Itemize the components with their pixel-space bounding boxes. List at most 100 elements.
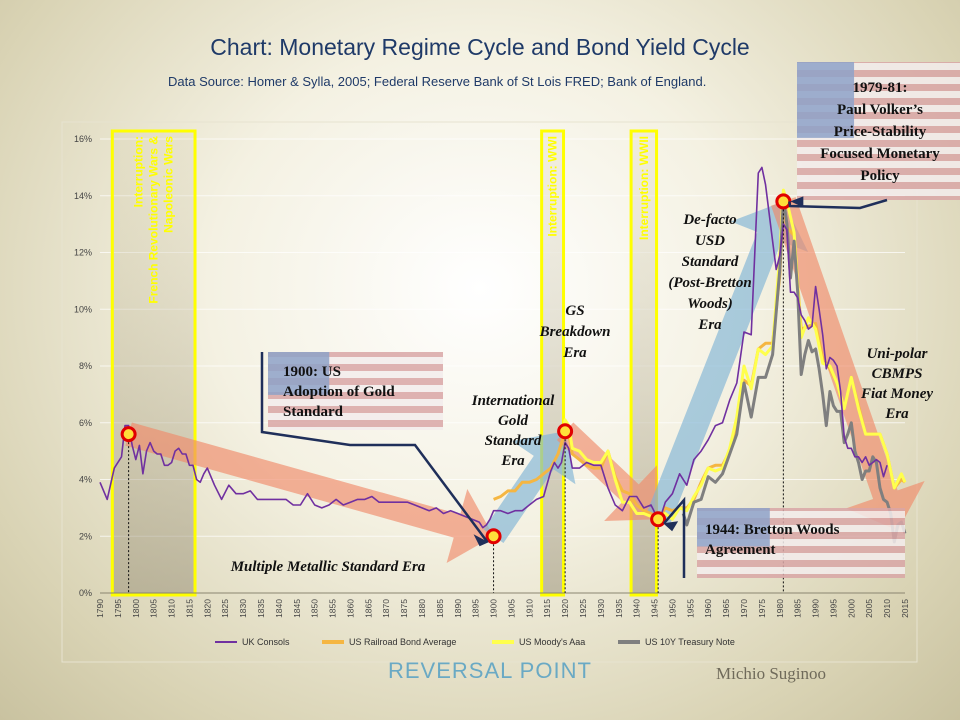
x-tick-label: 1990	[811, 599, 821, 618]
series-line	[99, 166, 888, 529]
box-1900-gold-standard	[268, 352, 443, 430]
x-tick-label: 1845	[292, 599, 302, 618]
era-label-gs-breakdown: Era	[562, 345, 587, 361]
era-label-intl-gold: Gold	[498, 413, 529, 429]
box-volker-text: Price-Stability	[834, 124, 927, 140]
callout-arrowhead	[790, 196, 804, 208]
x-tick-label: 1910	[524, 599, 534, 618]
era-label-gs-breakdown: Breakdown	[539, 324, 611, 340]
legend: UK Consols US Railroad Bond Average US Moo…	[215, 637, 735, 647]
arrow-decline-fiat-era	[771, 197, 925, 531]
x-tick-label: 1795	[113, 599, 123, 618]
box-volker-text: 1979-81:	[853, 80, 908, 96]
x-tick-label: 1830	[238, 599, 248, 618]
x-tick-label: 2015	[900, 599, 910, 618]
axes: 0% 2% 4% 6% 8% 10% 12% 14% 16% 1790 1795 1800 1805 18…	[74, 134, 910, 618]
reversal-markers	[120, 193, 792, 593]
reversal-point-marker	[775, 193, 792, 210]
x-tick-label: 1840	[274, 599, 284, 618]
x-tick-label: 1930	[596, 599, 606, 618]
flag-canton	[697, 508, 770, 547]
era-label-defacto-usd: (Post-Bretton	[668, 275, 751, 291]
chart-subtitle: Data Source: Homer & Sylla, 2005; Federa…	[168, 74, 707, 89]
interruption-label: French Revolutionary Wars &	[147, 136, 161, 304]
x-tick-label: 1900	[489, 599, 499, 618]
x-tick-label: 1825	[220, 599, 230, 618]
arrow-decline-metallic-era	[125, 422, 494, 563]
x-tick-label: 1980	[775, 599, 785, 618]
x-tick-label: 1820	[202, 599, 212, 618]
y-tick-label: 12%	[74, 248, 92, 258]
era-label-unipolar: CBMPS	[872, 366, 923, 382]
era-label-defacto-usd: USD	[695, 233, 725, 249]
x-tick-label: 2005	[864, 599, 874, 618]
interruption-band	[110, 129, 197, 597]
y-tick-label: 14%	[74, 191, 92, 201]
y-tick-label: 10%	[74, 304, 92, 314]
box-1944-text: Agreement	[705, 542, 776, 558]
x-tick-label: 1895	[471, 599, 481, 618]
era-label-defacto-usd: Woods)	[687, 296, 733, 312]
callout-arrowhead	[473, 534, 489, 547]
legend-label: US Railroad Bond Average	[349, 637, 456, 647]
y-tick-label: 4%	[79, 475, 92, 485]
y-tick-label: 16%	[74, 134, 92, 144]
x-tick-label: 1935	[614, 599, 624, 618]
x-tick-label: 1950	[667, 599, 677, 618]
x-tick-label: 1995	[828, 599, 838, 618]
x-tick-label: 1855	[328, 599, 338, 618]
x-tick-label: 1905	[506, 599, 516, 618]
interruption-label: Interruption:	[132, 136, 146, 207]
box-volker-text: Policy	[860, 168, 900, 184]
era-label-defacto-usd: Standard	[682, 254, 739, 270]
x-tick-label: 1925	[578, 599, 588, 618]
era-label-gs-breakdown: GS	[565, 303, 584, 319]
era-label-intl-gold: International	[471, 393, 555, 409]
flag-canton	[268, 352, 330, 395]
series-line	[560, 188, 907, 524]
arrow-rise-usd-era	[646, 201, 809, 524]
legend-label: US Moody's Aaa	[519, 637, 585, 647]
x-tick-label: 1975	[757, 599, 767, 618]
callout-volker	[788, 198, 888, 210]
x-tick-label: 1955	[685, 599, 695, 618]
box-volker-text: Focused Monetary	[820, 146, 940, 162]
x-tick-label: 1815	[184, 599, 194, 618]
era-label-unipolar: Era	[884, 406, 909, 422]
reversal-point-marker	[485, 528, 502, 545]
x-tick-label: 1885	[435, 599, 445, 618]
x-tick-label: 1790	[95, 599, 105, 618]
interruption-label: Interruption: WWII	[637, 136, 651, 240]
x-tick-label: 1860	[345, 599, 355, 618]
x-tick-label: 1865	[363, 599, 373, 618]
era-label-intl-gold: Standard	[485, 433, 542, 449]
x-tick-label: 1965	[721, 599, 731, 618]
era-label-defacto-usd: De-facto	[682, 212, 736, 228]
arrow-rise-gold-era	[483, 431, 576, 544]
y-tick-label: 0%	[79, 588, 92, 598]
era-label-unipolar: Uni-polar	[867, 346, 928, 362]
footer-reversal-point: REVERSAL POINT	[388, 658, 592, 683]
footer-author: Michio Suginoo	[716, 664, 827, 683]
x-tick-label: 1920	[560, 599, 570, 618]
x-tick-label: 1940	[632, 599, 642, 618]
callout-1900	[260, 352, 489, 543]
interruption-label: Interruption: WWI	[546, 136, 560, 237]
x-tick-label: 1850	[310, 599, 320, 618]
era-label-multi-metallic: Multiple Metallic Standard Era	[230, 559, 426, 575]
box-volker	[797, 62, 960, 200]
reversal-point-marker	[557, 423, 574, 440]
x-tick-label: 1985	[793, 599, 803, 618]
x-tick-label: 2010	[882, 599, 892, 618]
x-tick-label: 1880	[417, 599, 427, 618]
era-label-intl-gold: Era	[500, 453, 525, 469]
legend-label: US 10Y Treasury Note	[645, 637, 735, 647]
box-volker-text: Paul Volker’s	[837, 102, 923, 118]
x-tick-label: 2000	[846, 599, 856, 618]
legend-label: UK Consols	[242, 637, 290, 647]
x-tick-label: 1915	[542, 599, 552, 618]
box-1900-text: 1900: US	[283, 364, 341, 380]
x-tick-label: 1800	[131, 599, 141, 618]
callout-1944	[663, 496, 686, 578]
box-1944-bretton-woods	[697, 508, 905, 578]
